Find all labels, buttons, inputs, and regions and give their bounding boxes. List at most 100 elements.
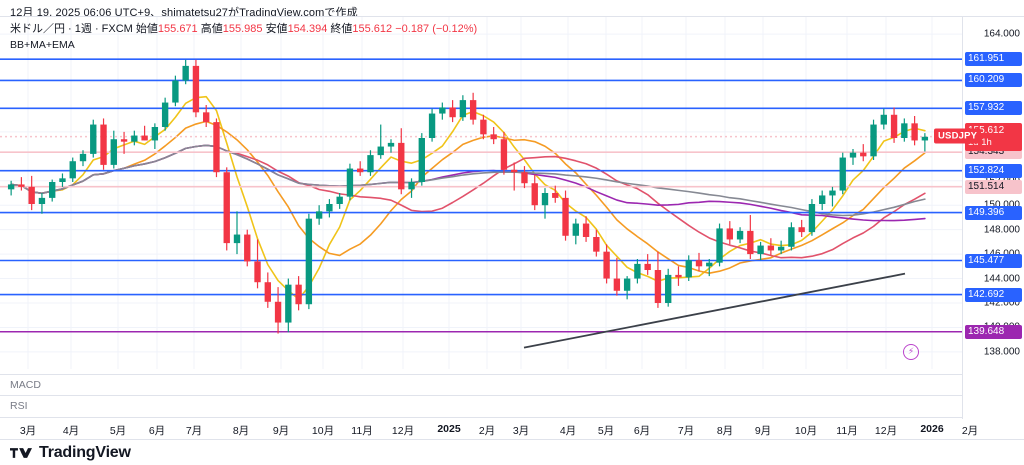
time-tick-month: 7月 [185,425,203,437]
candle [829,190,836,196]
legend-indicators[interactable]: BB+MA+EMA [10,39,75,51]
candle [531,183,538,206]
price-tick: 142.000 [983,297,1020,309]
candle [274,301,282,323]
candle [890,114,898,138]
candle [582,223,590,237]
candle [408,182,415,190]
price-level-label[interactable]: 161.951 [965,52,1022,67]
candle [808,204,816,233]
price-level-label[interactable]: 145.477 [965,253,1022,268]
candle [449,107,456,118]
time-tick-month: 3月 [19,425,37,437]
pane-divider-macd [0,374,962,375]
legend-high-value: 155.985 [222,23,263,35]
price-level-label[interactable]: 149.396 [965,205,1022,220]
price-level-label[interactable]: 139.648 [965,324,1022,339]
candle [819,195,826,204]
candle [203,112,210,123]
time-tick-month: 7月 [677,425,695,437]
candle [38,197,46,204]
candle [305,218,313,305]
pane-label-rsi[interactable]: RSI [10,400,28,412]
legend-high-label: 高値 [200,23,223,35]
candle [849,152,857,158]
candle [685,260,692,278]
candle [285,284,292,323]
candle [860,152,867,157]
candle [439,107,446,114]
candle [788,227,795,247]
time-tick-month: 10月 [794,425,818,437]
chart-frame: 米ドル／円 · 1週 · FXCM 始値155.671 高値155.985 安値… [0,16,1024,419]
price-axis[interactable]: 164.000156.000152.000150.000148.000146.0… [962,17,1024,419]
candle [244,234,251,262]
price-level-label[interactable]: 160.209 [965,73,1022,88]
price-level-label[interactable]: 157.932 [965,101,1022,116]
time-tick-year: 2026 [920,423,944,435]
candle [428,113,436,138]
candle [716,228,723,263]
chart-canvas [0,17,962,369]
candle [233,234,241,244]
candle [28,186,35,204]
time-tick-month: 9月 [754,425,772,437]
tradingview-wordmark: TradingView [39,444,131,461]
candle [264,282,271,302]
candle [469,100,477,120]
symbol-badge[interactable]: USDJPY [934,128,982,144]
candle [798,227,805,233]
price-level-label[interactable]: 151.514 [965,179,1022,194]
pane-label-macd[interactable]: MACD [10,379,41,391]
time-tick-month: 3月 [512,425,530,437]
candle [562,197,569,236]
time-tick-month: 11月 [836,425,858,437]
candle [182,65,189,81]
legend-low-value: 154.394 [287,23,328,35]
candle [644,263,651,270]
time-tick-month: 2月 [961,425,979,437]
time-axis[interactable]: 3月 4月 5月 6月 7月 8月 9月 10月 11月 12月 2025 2月 3月 4月 5月 6月 7月 8… [0,418,1024,440]
candle [213,122,220,173]
price-tick: 150.000 [984,200,1020,211]
time-tick-month: 12月 [874,425,898,437]
candle [480,119,487,135]
candle [110,139,117,165]
price-level-label[interactable]: 152.824 [965,163,1022,178]
candle [223,172,230,244]
legend-open-value: 155.671 [157,23,198,35]
candle [120,139,128,142]
candle [603,251,610,279]
time-tick-month: 4月 [559,425,577,437]
candle [921,136,929,141]
MA-orange [10,120,926,274]
time-tick-month: 12月 [391,425,415,437]
legend-open-label: 始値 [135,23,158,35]
candle [172,80,179,103]
candle [511,169,518,173]
candle [398,142,405,190]
candle [100,124,107,165]
candle [7,184,15,190]
candle [459,100,467,118]
price-level-label[interactable]: 142.692 [965,287,1022,302]
earnings-event-icon[interactable]: ⚡ [903,344,919,360]
current-price-value: 155.612 [968,124,1005,136]
chart-plot-area[interactable] [0,17,962,419]
candle [654,270,662,303]
legend-change: −0.187 (−0.12%) [395,23,478,35]
footer-branding: TradingView [10,444,131,462]
time-tick-month: 9月 [272,425,290,437]
time-tick-month: 10月 [311,425,335,437]
MA-yellow [10,95,926,300]
legend-symbol[interactable]: 米ドル／円 · 1週 · FXCM [10,23,133,35]
candle [911,123,918,141]
candle [634,263,641,279]
candle [572,223,579,236]
candle [500,139,508,170]
candle [665,274,672,303]
candle [880,114,887,125]
candle [377,146,384,156]
candle [418,138,425,182]
time-tick-month: 2月 [478,425,496,437]
